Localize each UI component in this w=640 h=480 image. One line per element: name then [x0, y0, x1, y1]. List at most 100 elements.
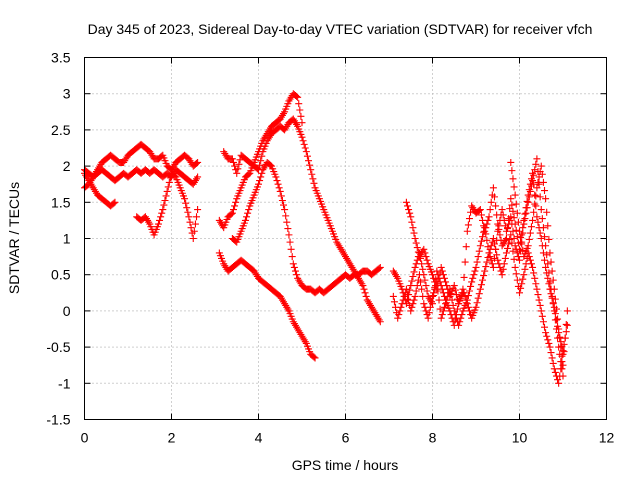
data-point-marker [487, 198, 495, 206]
data-point-marker [189, 235, 197, 242]
data-point-marker [520, 216, 528, 224]
data-point-marker [524, 242, 532, 250]
data-point-marker [256, 161, 264, 169]
data-point-marker [529, 263, 537, 271]
data-point-marker [435, 296, 443, 304]
data-point-marker [510, 183, 518, 191]
data-point-marker [475, 206, 483, 214]
data-point-marker [496, 231, 504, 239]
data-point-marker [418, 285, 426, 293]
data-point-marker [465, 307, 473, 315]
data-point-marker [531, 274, 539, 282]
y-tick-label: 1.5 [51, 194, 71, 210]
data-point-marker [563, 321, 571, 329]
data-point-marker [509, 175, 517, 183]
data-point-marker [160, 201, 168, 209]
data-point-marker [408, 277, 416, 285]
data-point-marker [517, 234, 525, 242]
data-point-marker [550, 365, 558, 373]
data-point-marker [536, 193, 544, 201]
data-point-marker [421, 249, 429, 257]
data-point-marker [412, 239, 420, 247]
data-point-marker [545, 235, 553, 243]
data-point-marker [194, 173, 202, 181]
data-point-marker [542, 263, 550, 271]
data-point-marker [464, 303, 472, 311]
data-point-marker [444, 285, 452, 293]
data-point-marker [474, 253, 482, 261]
data-point-marker [545, 280, 553, 288]
data-point-marker [524, 198, 532, 206]
data-point-marker [500, 260, 508, 268]
data-point-marker [511, 263, 519, 271]
data-point-marker [376, 263, 384, 271]
data-point-marker [443, 282, 451, 290]
data-point-marker [543, 332, 551, 340]
y-tick-label: 0 [63, 303, 71, 319]
data-point-marker [530, 180, 538, 188]
y-tick-label: 2.5 [51, 122, 71, 138]
data-point-marker [493, 251, 501, 259]
data-point-marker [524, 191, 532, 199]
data-point-marker [509, 227, 517, 235]
data-point-marker [413, 282, 421, 290]
data-point-marker [406, 209, 414, 217]
data-point-marker [474, 294, 482, 302]
data-point-marker [255, 180, 262, 188]
data-point-marker [546, 249, 554, 257]
data-point-marker [184, 208, 192, 216]
data-point-marker [463, 227, 471, 235]
data-point-marker [422, 282, 430, 290]
data-point-marker [273, 177, 281, 185]
data-point-marker [461, 258, 469, 266]
data-point-marker [533, 184, 541, 192]
data-point-marker [162, 192, 170, 200]
data-point-marker [535, 224, 543, 232]
data-point-marker [542, 195, 550, 203]
data-point-marker [513, 233, 521, 241]
data-point-marker [277, 192, 285, 200]
data-point-marker [518, 280, 526, 288]
data-point-marker [480, 272, 488, 280]
data-point-marker [468, 278, 476, 286]
data-point-marker [298, 119, 306, 127]
data-point-marker [442, 278, 450, 286]
data-point-marker [395, 311, 403, 319]
data-point-marker [446, 307, 454, 315]
data-point-marker [308, 170, 316, 178]
data-point-marker [185, 213, 193, 221]
data-point-marker [481, 227, 489, 235]
data-point-marker [501, 254, 509, 262]
data-point-marker [465, 215, 473, 223]
data-point-marker [430, 292, 438, 300]
data-point-marker [293, 92, 301, 100]
data-point-marker [529, 216, 537, 224]
data-point-marker [530, 208, 538, 216]
data-point-marker [539, 318, 547, 326]
data-point-marker [512, 226, 520, 234]
data-point-marker [544, 274, 552, 282]
data-point-marker [437, 263, 445, 271]
data-point-marker [296, 106, 304, 114]
data-point-marker [294, 93, 302, 101]
data-point-marker [390, 298, 398, 306]
data-point-marker [245, 170, 253, 178]
data-point-marker [410, 296, 418, 304]
y-tick-label: -0.5 [46, 339, 70, 355]
data-point-marker [165, 178, 173, 186]
data-point-marker [525, 235, 533, 243]
data-point-marker [511, 191, 519, 199]
data-point-marker [157, 213, 165, 221]
data-point-marker [285, 231, 293, 239]
data-point-marker [554, 315, 562, 323]
data-point-marker [549, 276, 557, 284]
data-point-marker [439, 271, 447, 279]
data-point-marker [409, 300, 417, 308]
data-point-marker [440, 274, 448, 282]
data-point-marker [283, 218, 291, 226]
data-point-marker [460, 273, 468, 281]
data-point-marker [544, 336, 552, 344]
data-point-marker [182, 199, 190, 207]
data-point-marker [408, 303, 416, 311]
y-axis-ticks: -1.5 -1 -0.5 0 0.5 1 1.5 2 2.5 3 3.5 [46, 50, 607, 428]
